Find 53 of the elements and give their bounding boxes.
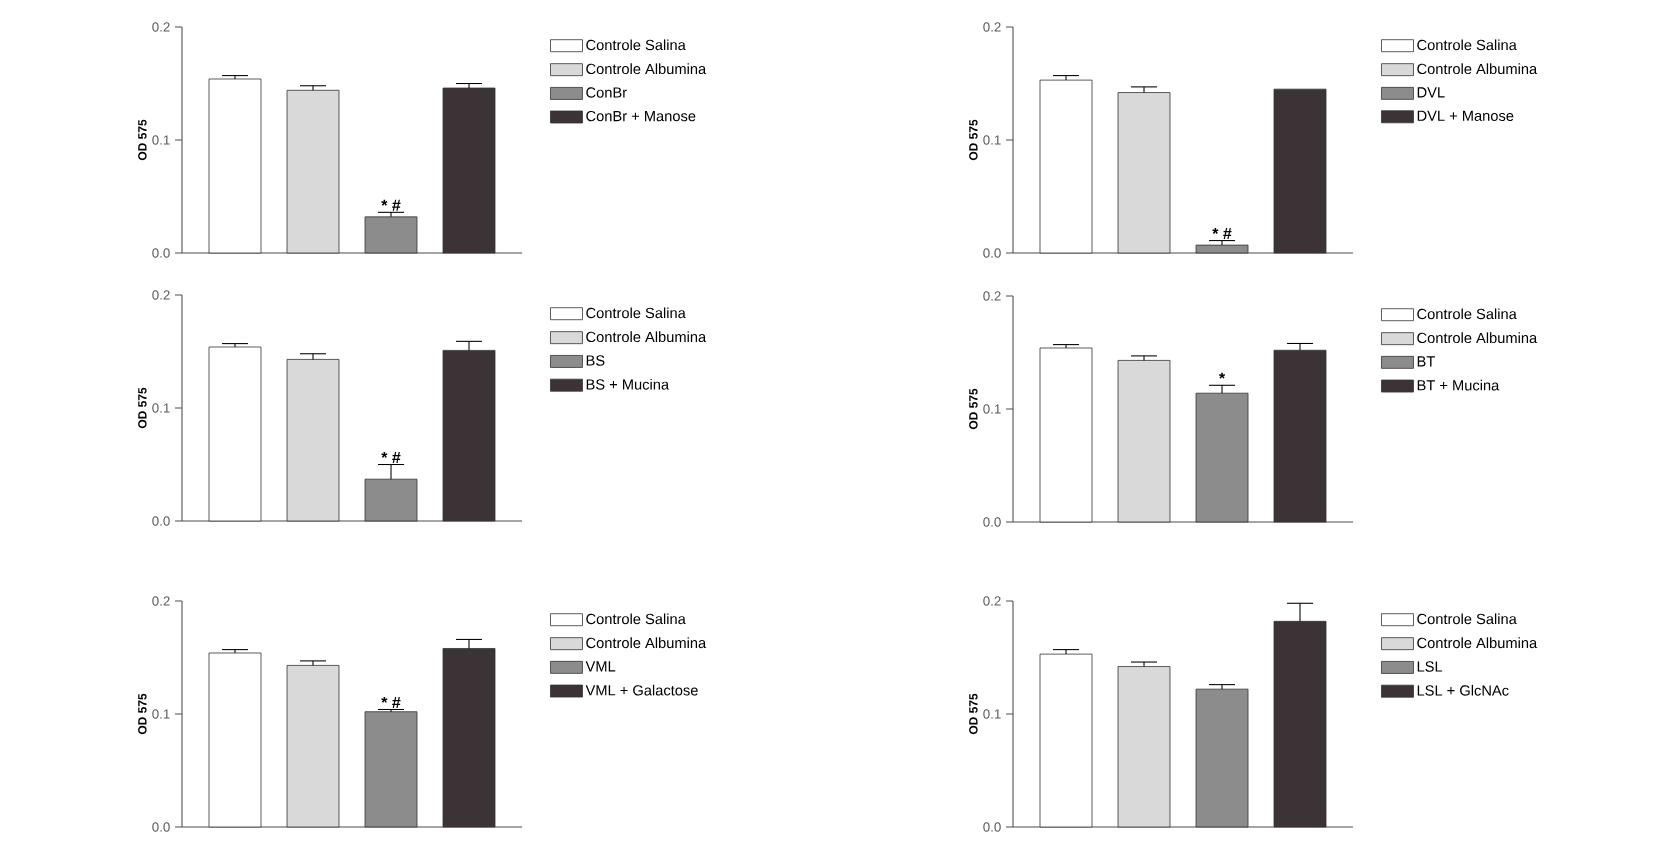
y-tick-label: 0.1 [152, 709, 170, 719]
legend-label: Controle Albumina [586, 637, 707, 649]
legend-label: DVL + Manose [1417, 110, 1514, 121]
legend-label: BS [586, 355, 605, 366]
y-tick-label: 0.1 [983, 709, 1001, 719]
y-tick-label: 0.0 [983, 517, 1001, 527]
y-tick-label: 0.2 [152, 596, 170, 606]
legend-label: Controle Albumina [1417, 63, 1538, 75]
legend-label: Controle Albumina [1417, 637, 1538, 649]
legend-label: Controle Albumina [586, 331, 707, 343]
legend-label: BT [1417, 356, 1435, 367]
y-tick-label: 0.2 [983, 291, 1001, 301]
y-axis-title: OD 575 [969, 119, 978, 161]
legend-label: VML [585, 661, 616, 672]
y-tick-label: 0.0 [152, 516, 170, 526]
y-tick-label: 0.0 [152, 822, 170, 832]
y-tick-label: 0.1 [983, 135, 1001, 145]
legend-label: DVL [1417, 87, 1445, 98]
y-axis-title: OD 575 [969, 693, 978, 735]
legend-label: BS + Mucina [586, 378, 670, 390]
y-axis-title: OD 575 [138, 119, 147, 161]
legend-label: BT + Mucina [1417, 379, 1500, 391]
y-tick-label: 0.2 [152, 290, 170, 300]
y-tick-label: 0.1 [983, 404, 1001, 414]
y-axis-title: OD 575 [969, 388, 978, 430]
legend-label: Controle Salina [1417, 613, 1517, 625]
annotation: * # [381, 696, 401, 708]
legend-label: Controle Salina [586, 39, 686, 51]
legend-label: Controle Salina [1417, 308, 1517, 320]
annotation: * [1218, 372, 1226, 379]
legend-label: ConBr [586, 87, 627, 98]
legend-label: ConBr + Manose [586, 110, 696, 122]
y-tick-label: 0.2 [152, 22, 170, 32]
y-tick-label: 0.1 [152, 135, 170, 145]
y-tick-label: 0.0 [152, 248, 170, 258]
legend-label: Controle Salina [586, 613, 686, 625]
y-axis-title: OD 575 [138, 387, 147, 429]
legend-label: VML + Galactose [585, 684, 698, 696]
y-tick-label: 0.2 [983, 22, 1001, 32]
annotation: * # [381, 451, 401, 463]
annotation: * # [1212, 227, 1232, 239]
y-axis-title: OD 575 [138, 693, 147, 735]
legend-label: Controle Albumina [586, 63, 707, 75]
y-tick-label: 0.0 [983, 822, 1001, 832]
legend-label: Controle Albumina [1417, 332, 1538, 344]
y-tick-label: 0.0 [983, 248, 1001, 258]
annotation: * # [381, 199, 401, 211]
legend-label: Controle Salina [586, 307, 686, 319]
y-tick-label: 0.2 [983, 596, 1001, 606]
legend-label: Controle Salina [1417, 39, 1517, 51]
legend-label: LSL [1417, 661, 1443, 672]
legend-label: LSL + GlcNAc [1417, 684, 1509, 696]
y-tick-label: 0.1 [152, 403, 170, 413]
